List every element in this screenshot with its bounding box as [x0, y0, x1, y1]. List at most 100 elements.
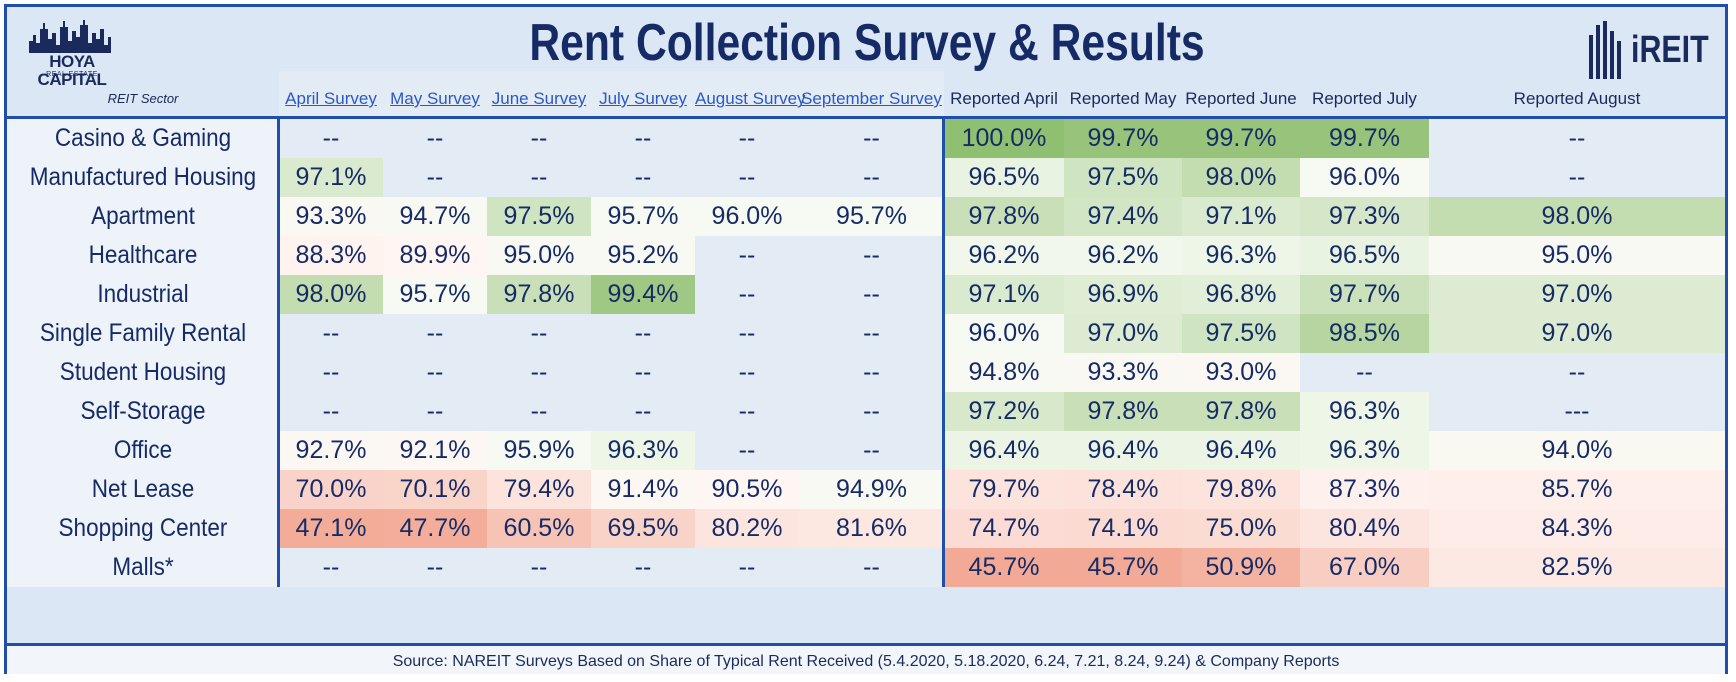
sector-label: Healthcare — [88, 241, 198, 269]
table-cell: 95.7% — [383, 275, 487, 314]
page-title: Rent Collection Survey & Results — [529, 14, 1205, 72]
ireit-building-icon — [1589, 21, 1621, 79]
table-cell: 88.3% — [279, 236, 383, 275]
table-cell: 93.0% — [1182, 353, 1300, 392]
table-cell: -- — [591, 392, 695, 431]
table-cell: 93.3% — [1064, 353, 1182, 392]
table-cell: 96.2% — [944, 236, 1064, 275]
table-cell: 97.0% — [1064, 314, 1182, 353]
table-cell: 97.5% — [1182, 314, 1300, 353]
table-cell: -- — [799, 392, 944, 431]
table-cell: 80.2% — [695, 509, 799, 548]
table-cell: 96.4% — [944, 431, 1064, 470]
table-cell: -- — [695, 314, 799, 353]
table-cell: 98.0% — [279, 275, 383, 314]
table-cell: 87.3% — [1300, 470, 1429, 509]
table-cell: -- — [799, 119, 944, 158]
table-cell: 96.4% — [1182, 431, 1300, 470]
table-cell: 95.0% — [1429, 236, 1725, 275]
table-cell: 97.8% — [1182, 392, 1300, 431]
sector-label: Net Lease — [91, 475, 195, 503]
table-cell: 97.1% — [944, 275, 1064, 314]
sector-label: Student Housing — [59, 358, 227, 386]
table-cell: 95.0% — [487, 236, 591, 275]
table-cell: 97.5% — [1064, 158, 1182, 197]
table-cell: 70.1% — [383, 470, 487, 509]
column-header[interactable]: September Survey — [801, 89, 942, 108]
hoya-name: HOYA CAPITAL — [37, 52, 107, 89]
table-cell: 96.0% — [695, 197, 799, 236]
table-cell: 82.5% — [1429, 548, 1725, 587]
column-header[interactable]: April Survey — [285, 89, 377, 108]
table-cell: -- — [799, 548, 944, 587]
table-cell: -- — [1429, 119, 1725, 158]
table-cell: 70.0% — [279, 470, 383, 509]
table-cell: 95.2% — [591, 236, 695, 275]
table-cell: 97.8% — [944, 197, 1064, 236]
table-cell: 92.1% — [383, 431, 487, 470]
table-cell: 85.7% — [1429, 470, 1725, 509]
table-cell: 78.4% — [1064, 470, 1182, 509]
table-cell: -- — [383, 353, 487, 392]
table-cell: 96.8% — [1182, 275, 1300, 314]
table-cell: 84.3% — [1429, 509, 1725, 548]
table-cell: -- — [591, 158, 695, 197]
source-footer: Source: NAREIT Surveys Based on Share of… — [7, 646, 1725, 674]
skyline-icon — [29, 20, 111, 53]
column-header[interactable]: August Survey — [695, 89, 806, 108]
table-cell: 95.9% — [487, 431, 591, 470]
table-cell: 97.4% — [1064, 197, 1182, 236]
column-divider — [277, 119, 280, 587]
table-cell: -- — [695, 548, 799, 587]
table-cell: 90.5% — [695, 470, 799, 509]
sector-label: Casino & Gaming — [54, 124, 232, 152]
table-cell: 96.0% — [1300, 158, 1429, 197]
column-header[interactable]: June Survey — [491, 89, 587, 108]
table-cell: -- — [383, 548, 487, 587]
table-cell: 80.4% — [1300, 509, 1429, 548]
ireit-name: iREIT — [1631, 29, 1709, 71]
ireit-logo: iREIT — [1587, 19, 1711, 83]
table-cell: 96.3% — [1300, 431, 1429, 470]
table-cell: -- — [487, 392, 591, 431]
sector-label: Malls* — [112, 553, 174, 581]
table-cell: 97.0% — [1429, 314, 1725, 353]
column-header: Reported June — [1185, 89, 1297, 108]
table-cell: 96.0% — [944, 314, 1064, 353]
table-cell: 97.8% — [487, 275, 591, 314]
sector-column-header: REIT Sector — [107, 91, 179, 106]
table-cell: 96.4% — [1064, 431, 1182, 470]
table-cell: 47.7% — [383, 509, 487, 548]
column-header[interactable]: May Survey — [390, 89, 480, 108]
table-cell: 47.1% — [279, 509, 383, 548]
header: HOYA CAPITAL REAL ESTATE Rent Collection… — [7, 7, 1725, 121]
table-cell: 97.7% — [1300, 275, 1429, 314]
table-cell: -- — [487, 158, 591, 197]
sector-column-bg — [7, 119, 279, 587]
table-cell: 97.3% — [1300, 197, 1429, 236]
table-cell: -- — [279, 314, 383, 353]
table-cell: 96.5% — [1300, 236, 1429, 275]
table-cell: -- — [695, 158, 799, 197]
table-cell: 97.2% — [944, 392, 1064, 431]
table-cell: -- — [487, 353, 591, 392]
table-cell: 67.0% — [1300, 548, 1429, 587]
table-cell: 97.8% — [1064, 392, 1182, 431]
table-cell: 81.6% — [799, 509, 944, 548]
table-cell: 97.1% — [1182, 197, 1300, 236]
table-cell: -- — [799, 353, 944, 392]
sector-label: Shopping Center — [58, 514, 228, 542]
table-cell: 97.0% — [1429, 275, 1725, 314]
table-cell: 96.3% — [1182, 236, 1300, 275]
table-cell: 79.8% — [1182, 470, 1300, 509]
table-cell: 95.7% — [591, 197, 695, 236]
table-cell: -- — [279, 548, 383, 587]
table-cell: -- — [799, 431, 944, 470]
sector-label: Single Family Rental — [39, 319, 247, 347]
table-cell: -- — [1429, 353, 1725, 392]
column-header[interactable]: July Survey — [599, 89, 687, 108]
table-cell: 79.4% — [487, 470, 591, 509]
table-cell: 99.4% — [591, 275, 695, 314]
sector-label: Office — [113, 436, 173, 464]
table-frame: HOYA CAPITAL REAL ESTATE Rent Collection… — [4, 4, 1728, 674]
